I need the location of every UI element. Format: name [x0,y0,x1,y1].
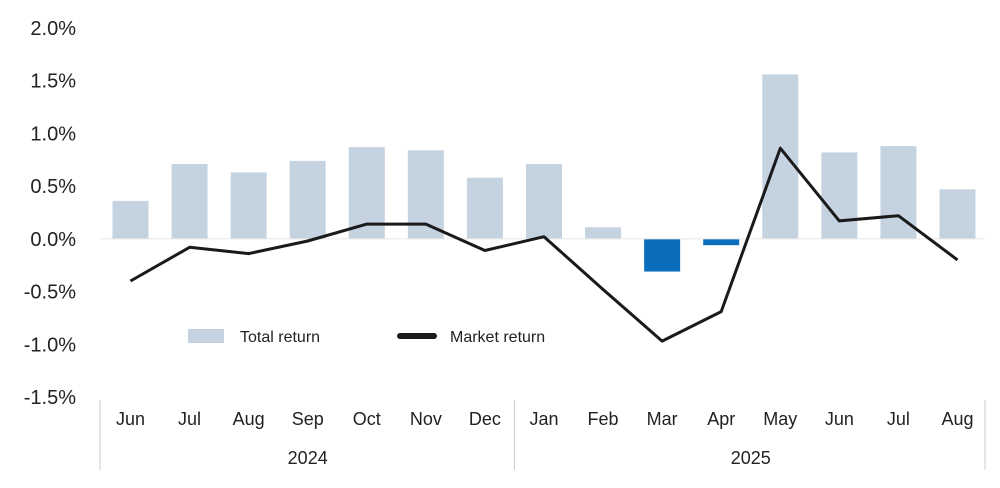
x-tick-label: Jun [825,409,854,429]
bar-aug-2 [230,172,267,239]
x-tick-label: Feb [588,409,619,429]
x-tick-label: Jul [178,409,201,429]
x-tick-label: Aug [941,409,973,429]
x-tick-label: Jan [529,409,558,429]
x-tick-label: Mar [647,409,678,429]
x-tick-label: Jun [116,409,145,429]
x-tick-label: Aug [233,409,265,429]
y-tick-label: 2.0% [30,18,76,40]
y-axis-ticks: 2.0% 1.5% 1.0% 0.5% 0.0% -0.5% -1.0% -1.5% [24,18,76,409]
bar-jan-7 [525,164,562,239]
y-tick-label: 1.5% [30,71,76,93]
legend-swatch-total-return [188,329,224,343]
bar-sep-3 [289,160,326,239]
y-tick-label: 0.0% [30,229,76,251]
x-tick-label: Nov [410,409,442,429]
bar-feb-8 [585,227,622,239]
legend-label-total-return: Total return [240,329,320,346]
x-tick-label: Oct [353,409,381,429]
bar-dec-6 [466,177,503,239]
y-tick-label: -1.5% [24,387,76,409]
x-tick-label: May [763,409,797,429]
x-tick-label: Sep [292,409,324,429]
bar-may-11 [762,74,799,239]
bar-jul-1 [171,164,208,239]
market-return-line [129,146,959,343]
bar-mar-9 [644,238,681,272]
legend-label-market-return: Market return [450,329,545,346]
year-label: 2024 [288,448,328,468]
x-tick-label: Apr [707,409,735,429]
x-axis: Jun Jul Aug Sep Oct Nov Dec Jan Feb Mar Apr May Jun J… [99,400,986,470]
y-tick-label: -1.0% [24,334,76,356]
bar-jun-12 [821,152,858,239]
y-tick-label: -0.5% [24,282,76,304]
y-tick-label: 0.5% [30,176,76,198]
bar-jun-0 [112,200,149,239]
bars [112,74,976,272]
bar-aug-14 [939,189,976,239]
bar-apr-10 [703,238,740,246]
y-tick-label: 1.0% [30,123,76,145]
x-tick-label: Dec [469,409,501,429]
year-label: 2025 [731,448,771,468]
legend: Total return Market return [188,329,545,346]
x-tick-label: Jul [887,409,910,429]
